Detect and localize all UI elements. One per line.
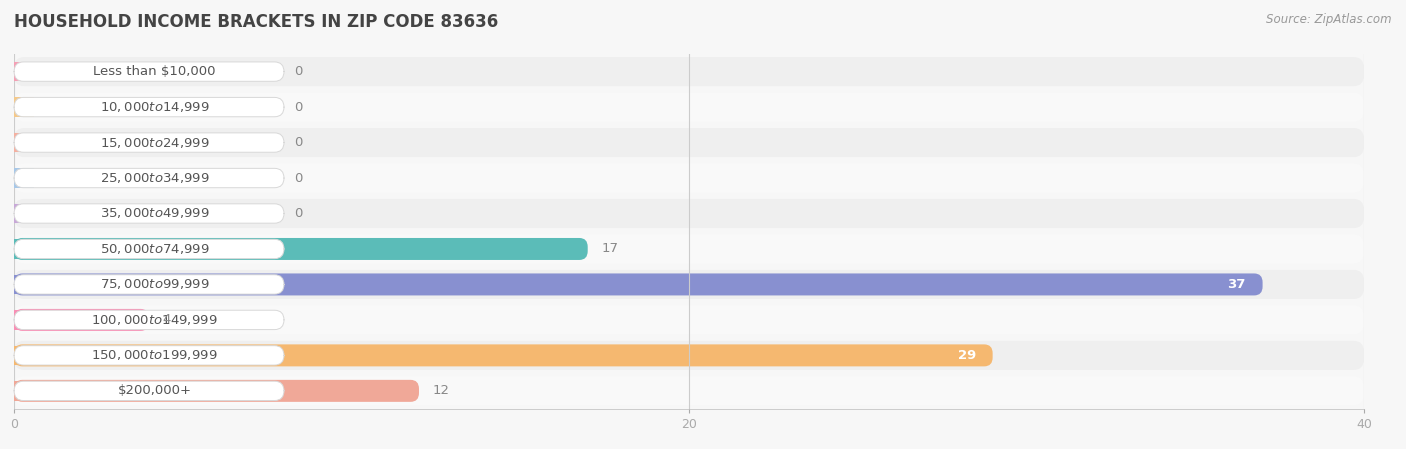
Text: 29: 29 <box>957 349 976 362</box>
FancyBboxPatch shape <box>14 62 284 81</box>
FancyBboxPatch shape <box>14 376 1364 405</box>
Text: 0: 0 <box>294 136 302 149</box>
Bar <box>14 310 34 330</box>
FancyBboxPatch shape <box>14 163 1364 193</box>
FancyBboxPatch shape <box>14 381 284 401</box>
FancyBboxPatch shape <box>14 344 993 366</box>
FancyBboxPatch shape <box>14 133 284 152</box>
FancyBboxPatch shape <box>14 57 1364 86</box>
Bar <box>14 62 34 81</box>
Text: $50,000 to $74,999: $50,000 to $74,999 <box>100 242 209 256</box>
Bar <box>14 275 34 294</box>
Bar <box>14 381 34 401</box>
Bar <box>14 239 34 259</box>
Text: 0: 0 <box>294 172 302 185</box>
FancyBboxPatch shape <box>14 168 284 188</box>
Text: $25,000 to $34,999: $25,000 to $34,999 <box>100 171 209 185</box>
FancyBboxPatch shape <box>14 346 284 365</box>
Text: 0: 0 <box>294 101 302 114</box>
FancyBboxPatch shape <box>14 273 1263 295</box>
Text: $100,000 to $149,999: $100,000 to $149,999 <box>91 313 218 327</box>
FancyBboxPatch shape <box>14 199 1364 228</box>
Text: Source: ZipAtlas.com: Source: ZipAtlas.com <box>1267 13 1392 26</box>
Text: 37: 37 <box>1227 278 1246 291</box>
Text: 4: 4 <box>163 313 172 326</box>
Bar <box>14 133 34 152</box>
FancyBboxPatch shape <box>14 309 149 331</box>
FancyBboxPatch shape <box>14 310 284 330</box>
Bar <box>14 97 34 117</box>
FancyBboxPatch shape <box>14 238 588 260</box>
FancyBboxPatch shape <box>14 380 419 402</box>
FancyBboxPatch shape <box>14 270 1364 299</box>
FancyBboxPatch shape <box>14 275 284 294</box>
Text: $10,000 to $14,999: $10,000 to $14,999 <box>100 100 209 114</box>
Text: $15,000 to $24,999: $15,000 to $24,999 <box>100 136 209 150</box>
Text: HOUSEHOLD INCOME BRACKETS IN ZIP CODE 83636: HOUSEHOLD INCOME BRACKETS IN ZIP CODE 83… <box>14 13 498 31</box>
FancyBboxPatch shape <box>14 239 284 259</box>
Text: $150,000 to $199,999: $150,000 to $199,999 <box>91 348 218 362</box>
FancyBboxPatch shape <box>14 128 1364 157</box>
Text: 12: 12 <box>433 384 450 397</box>
FancyBboxPatch shape <box>14 92 1364 122</box>
Text: $200,000+: $200,000+ <box>118 384 191 397</box>
Text: 17: 17 <box>602 242 619 255</box>
FancyBboxPatch shape <box>14 341 1364 370</box>
Text: 0: 0 <box>294 65 302 78</box>
FancyBboxPatch shape <box>14 305 1364 335</box>
Text: 0: 0 <box>294 207 302 220</box>
Text: $35,000 to $49,999: $35,000 to $49,999 <box>100 207 209 220</box>
Bar <box>14 168 34 188</box>
Bar <box>14 346 34 365</box>
FancyBboxPatch shape <box>14 234 1364 264</box>
Text: Less than $10,000: Less than $10,000 <box>93 65 215 78</box>
Text: $75,000 to $99,999: $75,000 to $99,999 <box>100 277 209 291</box>
FancyBboxPatch shape <box>14 97 284 117</box>
Bar <box>14 204 34 223</box>
FancyBboxPatch shape <box>14 204 284 223</box>
